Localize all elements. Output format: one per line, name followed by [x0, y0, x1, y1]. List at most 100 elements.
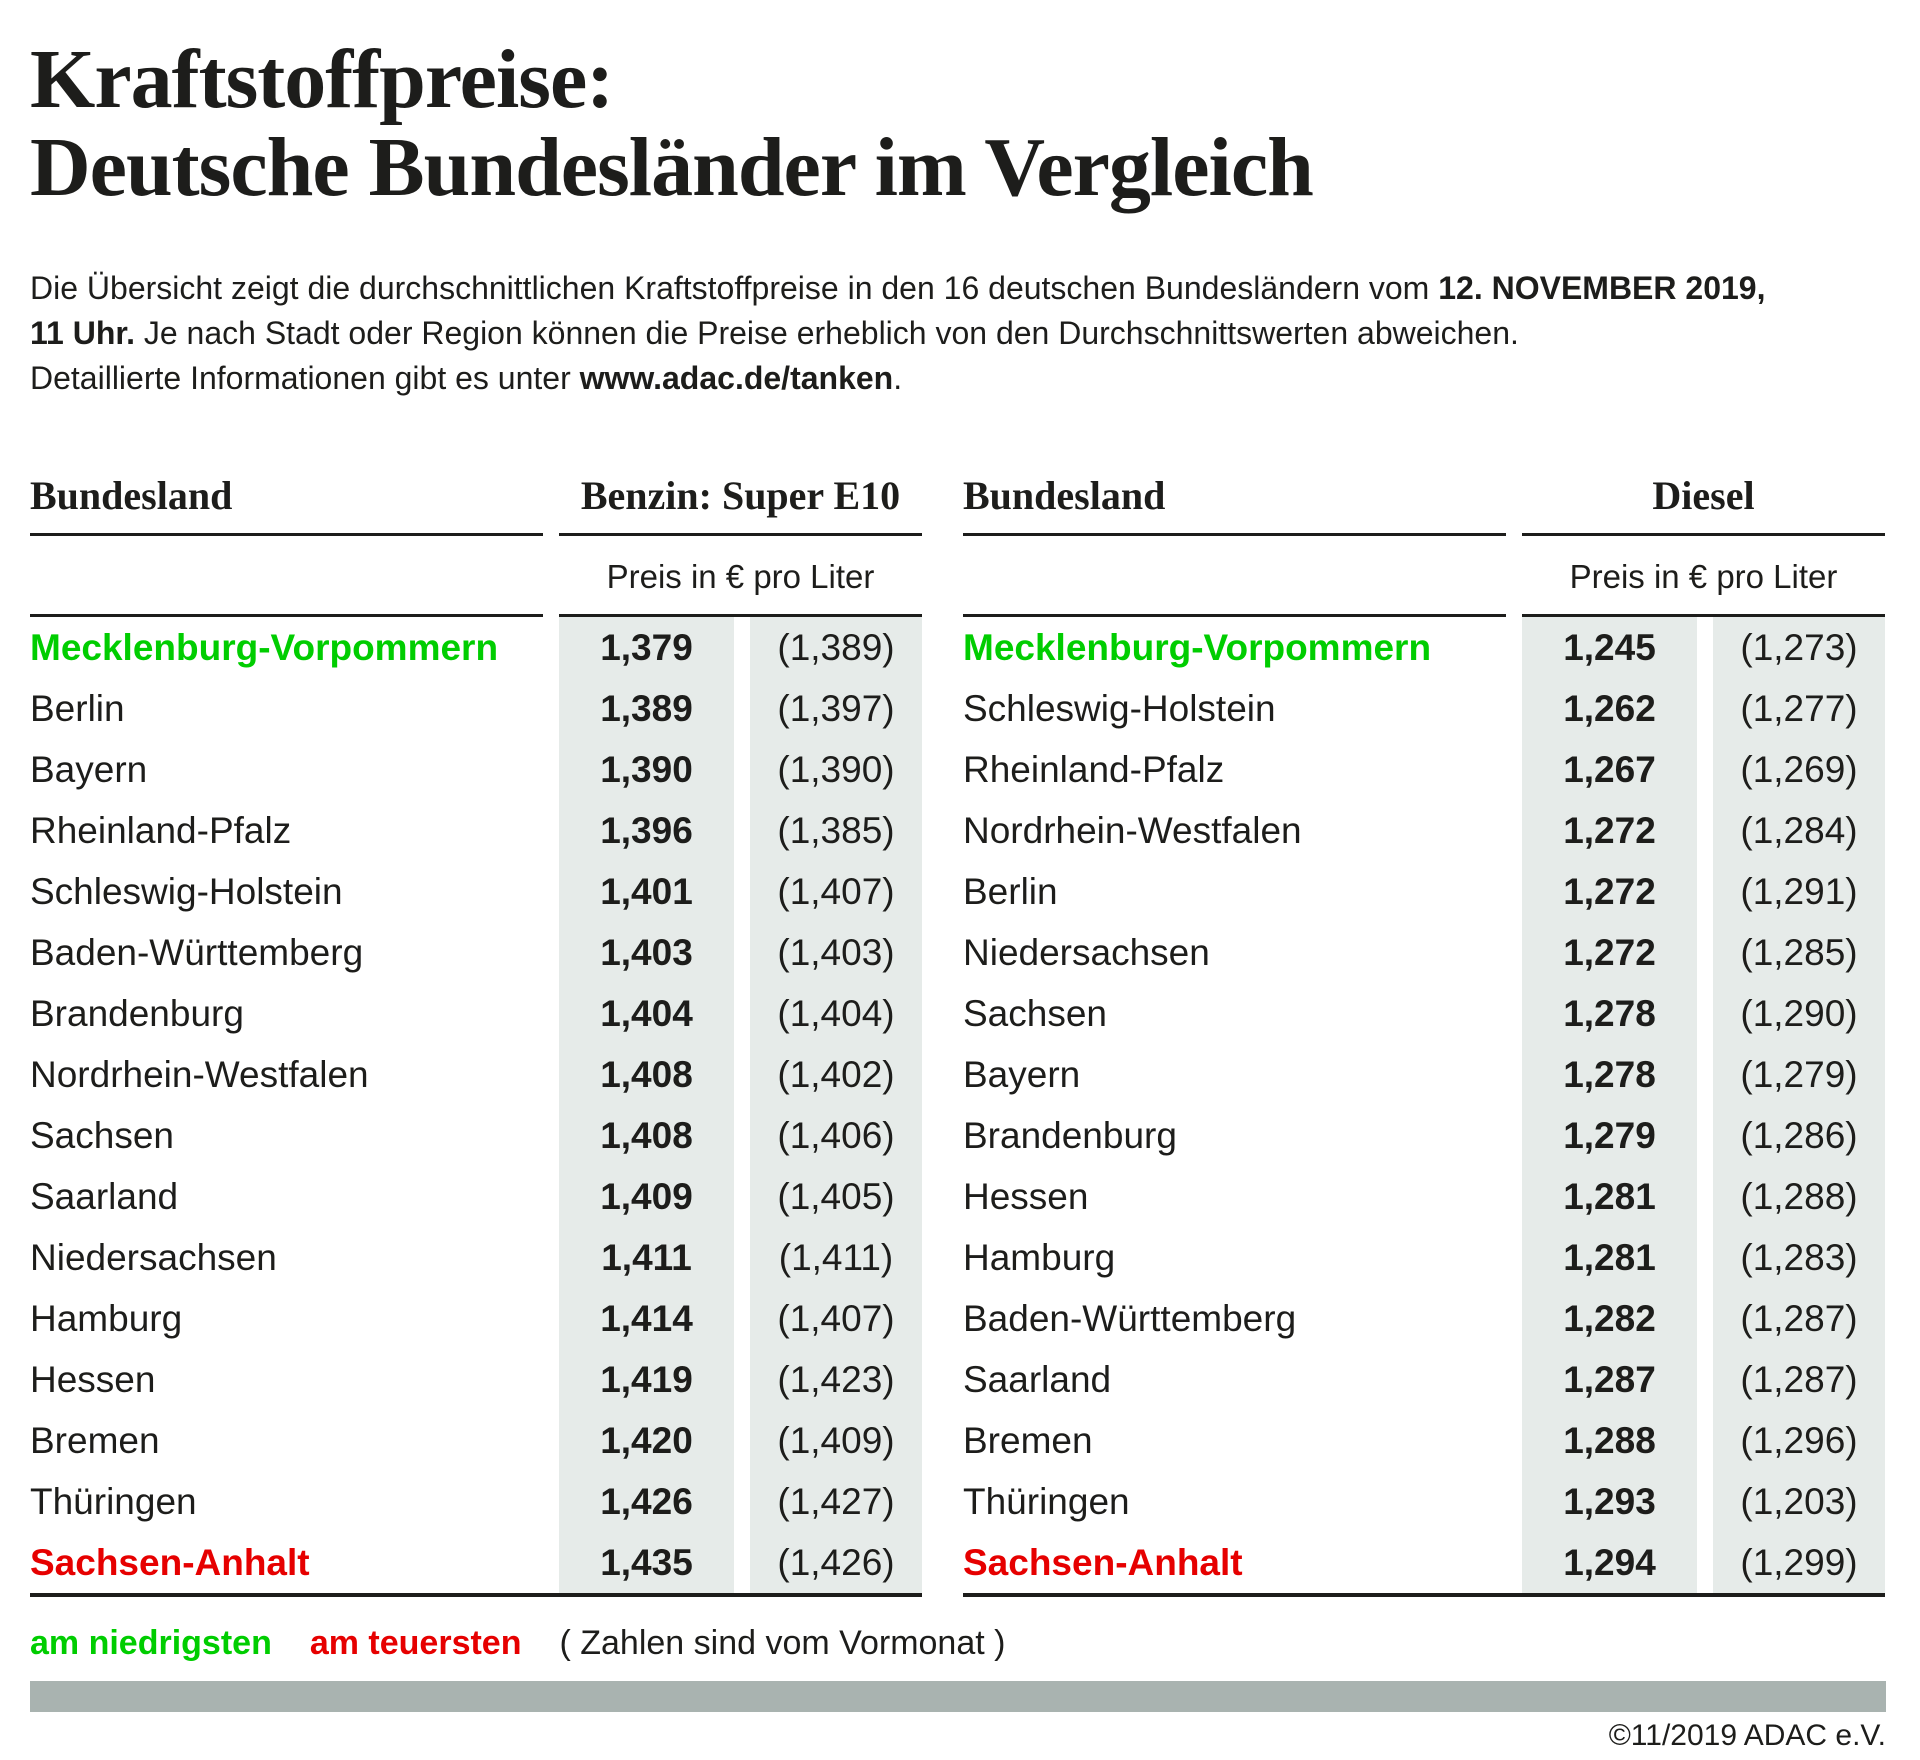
- price-current: 1,281: [1522, 1227, 1697, 1288]
- price-previous-month: (1,423): [750, 1349, 922, 1410]
- state-name: Hamburg: [30, 1297, 183, 1339]
- price-previous-month: (1,409): [750, 1410, 922, 1471]
- column-header-bundesland: Bundesland: [30, 463, 543, 536]
- table-bottom-rule: [963, 1593, 1885, 1597]
- price-previous-month: (1,288): [1713, 1166, 1885, 1227]
- table-bottom-rule: [30, 1593, 922, 1597]
- state-name: Mecklenburg-Vorpommern: [30, 626, 499, 668]
- price-previous-month: (1,385): [750, 800, 922, 861]
- price-previous-month: (1,411): [750, 1227, 922, 1288]
- state-name: Hessen: [30, 1358, 156, 1400]
- intro-time: 11 Uhr.: [30, 315, 135, 351]
- price-current: 1,272: [1522, 922, 1697, 983]
- price-previous-month: (1,291): [1713, 861, 1885, 922]
- price-current: 1,287: [1522, 1349, 1697, 1410]
- price-current: 1,403: [559, 922, 734, 983]
- price-previous-month: (1,290): [1713, 983, 1885, 1044]
- price-previous-month: (1,287): [1713, 1288, 1885, 1349]
- intro-paragraph: Die Übersicht zeigt die durchschnittlich…: [30, 266, 1886, 401]
- state-name: Saarland: [963, 1358, 1112, 1400]
- state-name: Berlin: [963, 870, 1058, 912]
- intro-text: Detaillierte Informationen gibt es unter: [30, 360, 580, 396]
- price-previous-month: (1,426): [750, 1532, 922, 1593]
- price-previous-month: (1,390): [750, 739, 922, 800]
- diesel-table: Bundesland Diesel Preis in € pro Liter M…: [963, 463, 1885, 1597]
- legend-highest-label: am teuersten: [309, 1624, 522, 1662]
- price-current: 1,272: [1522, 800, 1697, 861]
- state-name: Sachsen-Anhalt: [963, 1541, 1243, 1583]
- price-previous-month: (1,284): [1713, 800, 1885, 861]
- price-previous-month: (1,277): [1713, 678, 1885, 739]
- price-previous-month: (1,403): [750, 922, 922, 983]
- state-name: Schleswig-Holstein: [963, 687, 1276, 729]
- price-tables: Bundesland Benzin: Super E10 Preis in € …: [30, 463, 1886, 1597]
- price-current: 1,396: [559, 800, 734, 861]
- price-current: 1,245: [1522, 617, 1697, 678]
- price-previous-month: (1,203): [1713, 1471, 1885, 1532]
- intro-text: .: [893, 360, 903, 396]
- price-previous-month: (1,397): [750, 678, 922, 739]
- price-current: 1,389: [559, 678, 734, 739]
- price-current: 1,414: [559, 1288, 734, 1349]
- price-previous-month: (1,299): [1713, 1532, 1885, 1593]
- price-previous-month: (1,283): [1713, 1227, 1885, 1288]
- price-previous-month: (1,406): [750, 1105, 922, 1166]
- intro-date: 12. NOVEMBER 2019,: [1438, 270, 1766, 306]
- state-name: Nordrhein-Westfalen: [30, 1053, 369, 1095]
- state-name: Sachsen-Anhalt: [30, 1541, 310, 1583]
- price-current: 1,379: [559, 617, 734, 678]
- price-current: 1,435: [559, 1532, 734, 1593]
- state-name: Brandenburg: [963, 1114, 1177, 1156]
- price-current: 1,294: [1522, 1532, 1697, 1593]
- footer-bar: [30, 1681, 1886, 1712]
- column-header-bundesland: Bundesland: [963, 463, 1506, 536]
- price-current: 1,281: [1522, 1166, 1697, 1227]
- price-current: 1,262: [1522, 678, 1697, 739]
- price-current: 1,411: [559, 1227, 734, 1288]
- header-rule-spacer: [963, 536, 1506, 617]
- price-current: 1,279: [1522, 1105, 1697, 1166]
- copyright-text: ©11/2019 ADAC e.V.: [1608, 1719, 1886, 1752]
- price-previous-month: (1,407): [750, 861, 922, 922]
- unit-header: Preis in € pro Liter: [559, 536, 922, 617]
- price-current: 1,419: [559, 1349, 734, 1410]
- price-current: 1,282: [1522, 1288, 1697, 1349]
- state-name: Bremen: [30, 1419, 160, 1461]
- price-current: 1,408: [559, 1044, 734, 1105]
- price-current: 1,278: [1522, 1044, 1697, 1105]
- price-previous-month: (1,279): [1713, 1044, 1885, 1105]
- legend: am niedrigsten am teuersten ( Zahlen sin…: [30, 1621, 1886, 1665]
- price-current: 1,267: [1522, 739, 1697, 800]
- state-name: Thüringen: [30, 1480, 197, 1522]
- page-title: Kraftstoffpreise: Deutsche Bundesländer i…: [30, 36, 1886, 212]
- state-name: Rheinland-Pfalz: [30, 809, 292, 851]
- price-current: 1,409: [559, 1166, 734, 1227]
- page-title-line1: Kraftstoffpreise:: [30, 33, 614, 126]
- price-previous-month: (1,269): [1713, 739, 1885, 800]
- intro-text: Je nach Stadt oder Region können die Pre…: [134, 315, 1519, 351]
- price-previous-month: (1,273): [1713, 617, 1885, 678]
- state-name: Schleswig-Holstein: [30, 870, 343, 912]
- price-previous-month: (1,287): [1713, 1349, 1885, 1410]
- state-name: Berlin: [30, 687, 125, 729]
- state-name: Mecklenburg-Vorpommern: [963, 626, 1432, 668]
- state-name: Baden-Württemberg: [963, 1297, 1297, 1339]
- page-title-line2: Deutsche Bundesländer im Vergleich: [30, 121, 1314, 214]
- price-previous-month: (1,285): [1713, 922, 1885, 983]
- state-name: Bremen: [963, 1419, 1093, 1461]
- state-name: Bayern: [963, 1053, 1081, 1095]
- price-current: 1,401: [559, 861, 734, 922]
- price-previous-month: (1,407): [750, 1288, 922, 1349]
- price-current: 1,293: [1522, 1471, 1697, 1532]
- column-header-fuel-benzin: Benzin: Super E10: [559, 463, 922, 536]
- benzin-table: Bundesland Benzin: Super E10 Preis in € …: [30, 463, 922, 1597]
- price-current: 1,426: [559, 1471, 734, 1532]
- price-current: 1,390: [559, 739, 734, 800]
- price-current: 1,278: [1522, 983, 1697, 1044]
- state-name: Brandenburg: [30, 992, 244, 1034]
- state-name: Nordrhein-Westfalen: [963, 809, 1302, 851]
- price-current: 1,420: [559, 1410, 734, 1471]
- price-previous-month: (1,296): [1713, 1410, 1885, 1471]
- intro-text: Die Übersicht zeigt die durchschnittlich…: [30, 270, 1439, 306]
- state-name: Rheinland-Pfalz: [963, 748, 1225, 790]
